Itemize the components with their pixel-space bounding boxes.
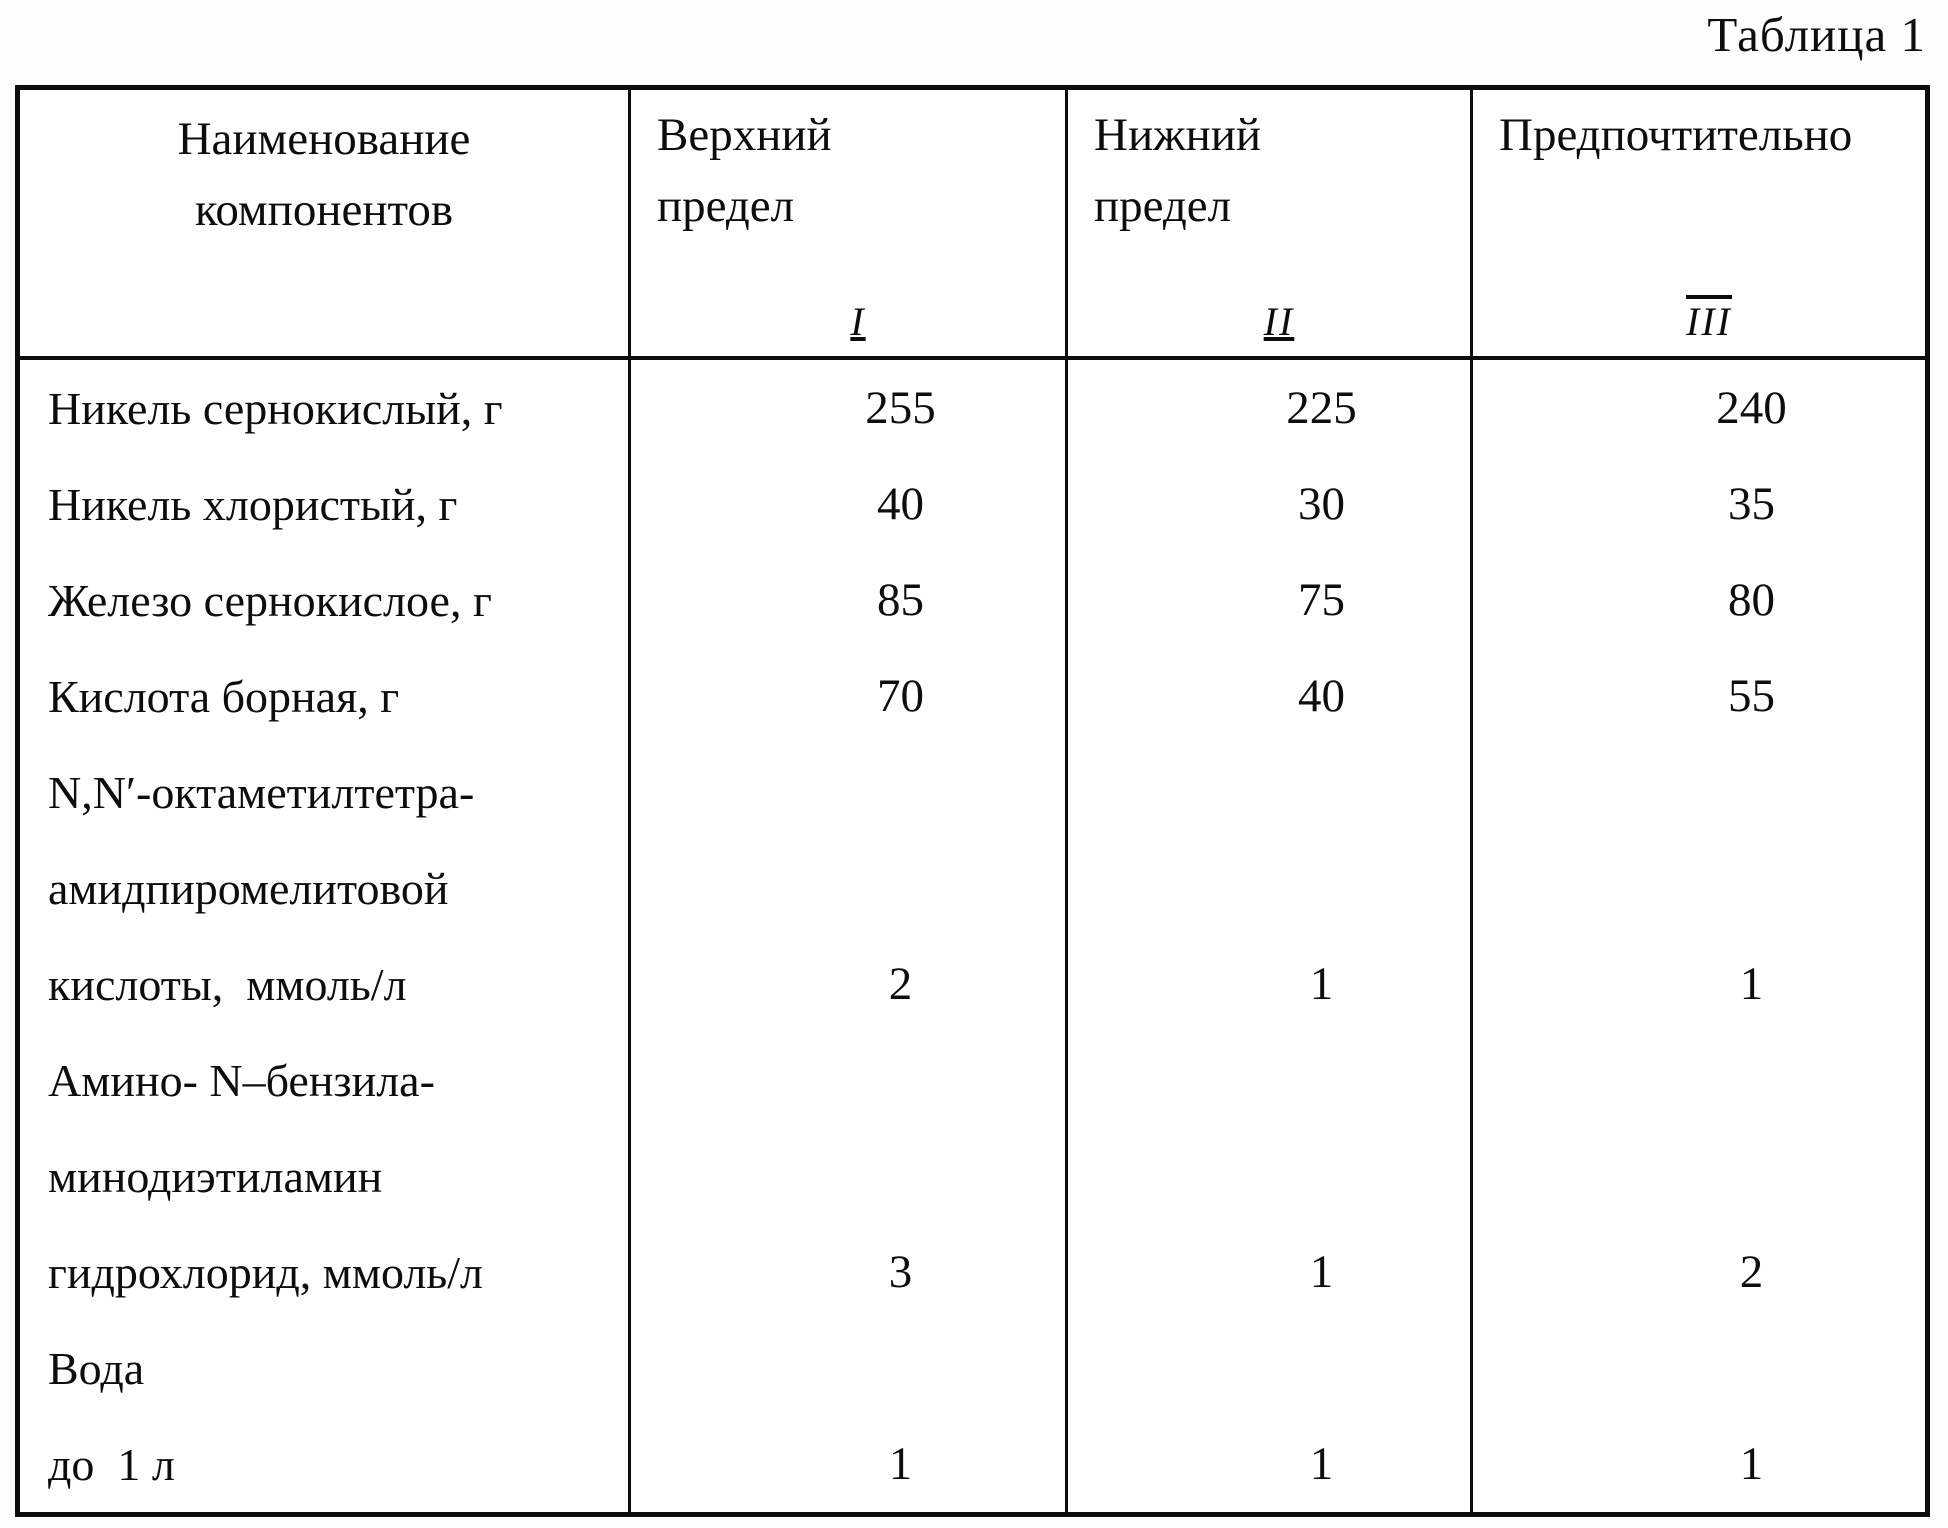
column-header-components: Наименование компонентов (20, 90, 628, 360)
row-label: Кислота борная, г (48, 670, 400, 722)
cell-value: 1 (1065, 1224, 1470, 1320)
row-label: гидрохлорид, ммоль/л (48, 1246, 484, 1298)
table-caption: Таблица 1 (1707, 7, 1926, 62)
cell-value (1470, 1032, 1925, 1128)
cell-value: 35 (1470, 456, 1925, 552)
row-label: Амино- N–бензила- (48, 1054, 435, 1106)
column-numeral-I: I (850, 299, 866, 344)
cell-value: 1 (1065, 936, 1470, 1032)
cell-value: 1 (628, 1416, 1065, 1512)
cell-value (628, 1128, 1065, 1224)
cell-value (1065, 744, 1470, 840)
cell-value: 70 (628, 648, 1065, 744)
cell-value: 80 (1470, 552, 1925, 648)
column-header-components-label: Наименование компонентов (177, 113, 471, 236)
cell-value: 2 (628, 936, 1065, 1032)
column-numeral-II: II (1263, 299, 1295, 344)
cell-value: 1 (1470, 936, 1925, 1032)
row-label: до 1 л (48, 1438, 175, 1490)
cell-value (1470, 1128, 1925, 1224)
cell-value (1065, 1128, 1470, 1224)
column-header-preferred-label: Предпочтительно (1499, 109, 1853, 161)
cell-value: 30 (1065, 456, 1470, 552)
cell-value: 55 (1470, 648, 1925, 744)
row-label: Вода (48, 1342, 145, 1394)
row-label: амидпиромелитовой (48, 862, 449, 914)
cell-value: 75 (1065, 552, 1470, 648)
column-header-upper-limit: Верхний предел I (628, 90, 1065, 360)
cell-value (1065, 1032, 1470, 1128)
cell-value (1065, 1320, 1470, 1416)
cell-value: 40 (1065, 648, 1470, 744)
cell-value (1065, 840, 1470, 936)
column-header-lower-limit-label: Нижний предел (1094, 109, 1262, 232)
column-header-lower-limit: Нижний предел II (1065, 90, 1470, 360)
components-table: Наименование компонентов Верхний предел … (15, 85, 1930, 1517)
row-label: Железо сернокислое, г (48, 574, 492, 626)
cell-value (1470, 840, 1925, 936)
cell-value (628, 1320, 1065, 1416)
column-header-upper-limit-label: Верхний предел (657, 109, 832, 232)
cell-value (1470, 744, 1925, 840)
cell-value: 85 (628, 552, 1065, 648)
column-header-preferred: Предпочтительно III (1470, 90, 1925, 360)
row-label: минодиэтиламин (48, 1150, 383, 1202)
row-label: N,N′-октаметилтетра- (48, 766, 475, 818)
cell-value: 1 (1470, 1416, 1925, 1512)
cell-value: 255 (628, 360, 1065, 456)
column-numeral-III: III (1686, 299, 1732, 344)
cell-value: 40 (628, 456, 1065, 552)
cell-value (1470, 1320, 1925, 1416)
row-label: кислоты, ммоль/л (48, 958, 407, 1010)
cell-value (628, 840, 1065, 936)
cell-value (628, 1032, 1065, 1128)
cell-value: 1 (1065, 1416, 1470, 1512)
cell-value: 225 (1065, 360, 1470, 456)
row-label: Никель сернокислый, г (48, 382, 503, 434)
cell-value (628, 744, 1065, 840)
cell-value: 3 (628, 1224, 1065, 1320)
row-label: Никель хлористый, г (48, 478, 458, 530)
cell-value: 2 (1470, 1224, 1925, 1320)
cell-value: 240 (1470, 360, 1925, 456)
